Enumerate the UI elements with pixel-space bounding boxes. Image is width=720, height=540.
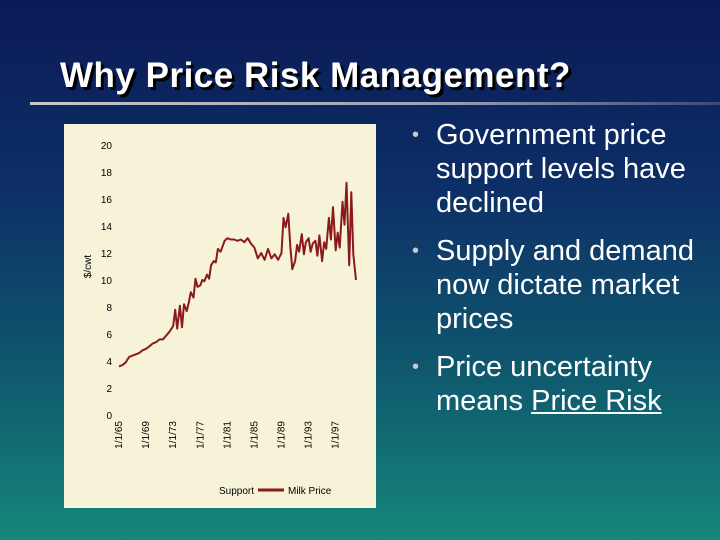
bullet-item: • Price uncertainty means Price Risk <box>408 350 713 418</box>
x-tick-label: 1/1/85 <box>249 421 260 449</box>
title-underline <box>30 102 720 105</box>
bullet-dot-icon: • <box>412 356 420 378</box>
x-tick-label: 1/1/65 <box>114 421 125 449</box>
y-tick-label: 20 <box>101 141 113 152</box>
x-tick-label: 1/1/97 <box>331 421 342 449</box>
bullet-dot-icon: • <box>412 124 420 146</box>
y-axis-label: $/cwt <box>83 255 94 279</box>
milk-price-chart: 0 2 4 6 8 10 12 14 16 18 20 $/cwt 1/1/65 1/1/69 1/1/73… <box>83 141 357 497</box>
y-tick-label: 10 <box>101 276 113 287</box>
x-tick-label: 1/1/89 <box>277 421 288 449</box>
legend-label-milk-price: Milk Price <box>288 486 332 497</box>
y-tick-label: 16 <box>101 195 113 206</box>
y-tick-label: 18 <box>101 168 113 179</box>
y-tick-label: 0 <box>106 411 112 422</box>
y-tick-label: 6 <box>106 330 112 341</box>
bullet-item: • Supply and demand now dictate market p… <box>408 234 713 336</box>
y-tick-label: 4 <box>106 357 112 368</box>
x-tick-label: 1/1/77 <box>195 421 206 449</box>
bullet-text: Price uncertainty means <box>436 351 652 417</box>
chart-panel: 0 2 4 6 8 10 12 14 16 18 20 $/cwt 1/1/65 1/1/69 1/1/73… <box>64 124 376 508</box>
y-tick-label: 14 <box>101 222 113 233</box>
x-tick-label: 1/1/93 <box>304 421 315 449</box>
bullet-text: Supply and demand now dictate market pri… <box>436 235 694 335</box>
y-tick-label: 2 <box>106 384 112 395</box>
x-tick-label: 1/1/69 <box>141 421 152 449</box>
bullet-dot-icon: • <box>412 240 420 262</box>
bullet-text: Government price support levels have dec… <box>436 119 686 219</box>
x-tick-label: 1/1/81 <box>222 421 233 449</box>
slide-title: Why Price Risk Management? <box>60 56 571 95</box>
x-tick-label: 1/1/73 <box>168 421 179 449</box>
bullet-item: • Government price support levels have d… <box>408 118 713 220</box>
y-tick-label: 12 <box>101 249 113 260</box>
legend-label-support: Support <box>219 486 254 497</box>
bullet-underlined-text: Price Risk <box>531 385 662 417</box>
bullet-list: • Government price support levels have d… <box>408 118 713 432</box>
y-tick-label: 8 <box>106 303 112 314</box>
milk-price-line <box>118 181 357 368</box>
